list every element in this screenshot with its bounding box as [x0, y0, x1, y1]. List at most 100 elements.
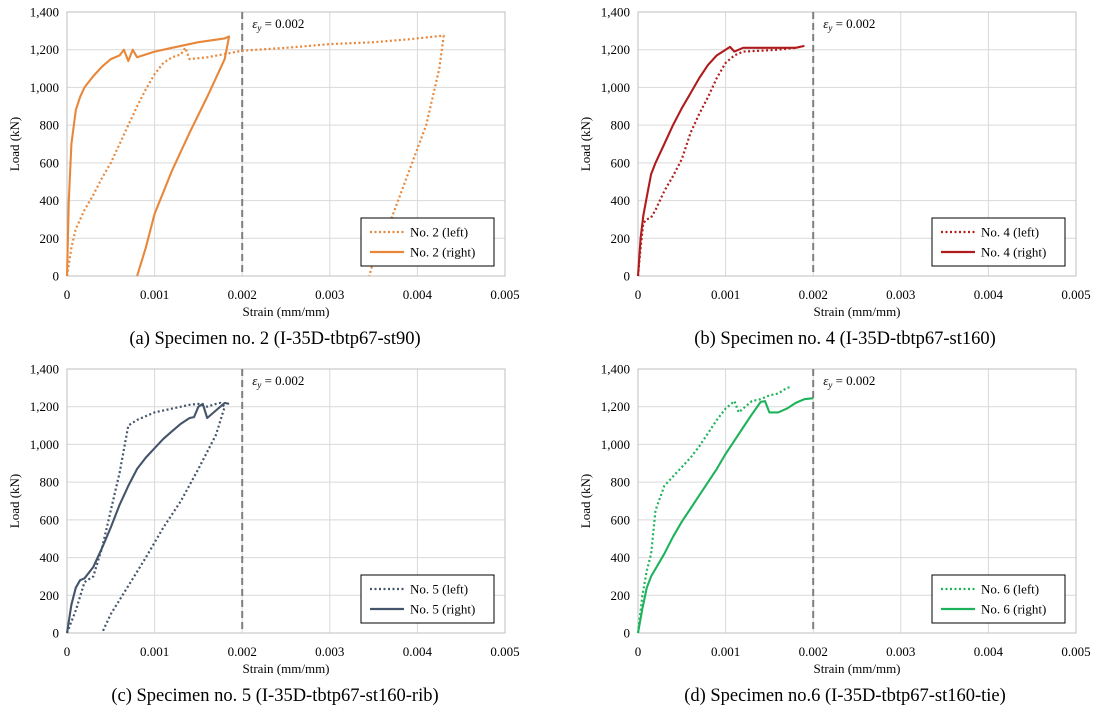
- y-tick-label: 1,200: [30, 399, 59, 414]
- legend-box: [931, 217, 1066, 267]
- x-tick-label: 0.002: [799, 644, 828, 659]
- y-tick-label: 1,000: [601, 437, 630, 452]
- yield-strain-value: = 0.002: [261, 373, 304, 388]
- legend-c: No. 5 (left) No. 5 (right): [360, 574, 495, 624]
- y-tick-label: 200: [40, 231, 60, 246]
- yield-strain-label: εy = 0.002: [823, 373, 875, 390]
- plot-area-d: [637, 368, 1077, 634]
- y-tick-label: 200: [611, 231, 631, 246]
- legend-label: No. 5 (right): [410, 602, 475, 617]
- legend-label: No. 6 (left): [981, 582, 1039, 597]
- y-tick-label: 400: [40, 193, 60, 208]
- x-tick-label: 0.003: [315, 644, 344, 659]
- legend-b: No. 4 (left) No. 4 (right): [931, 217, 1066, 267]
- legend-box: [360, 574, 495, 624]
- y-tick-label: 800: [40, 475, 60, 490]
- y-tick-label: 0: [624, 626, 631, 641]
- y-tick-label: 200: [611, 588, 631, 603]
- x-tick-label: 0.001: [711, 287, 740, 302]
- x-tick-label: 0.004: [974, 287, 1004, 302]
- x-tick-label: 0.002: [228, 644, 257, 659]
- series-line-b-right: [636, 44, 805, 277]
- yield-strain-value: = 0.002: [832, 373, 875, 388]
- legend-box: [931, 574, 1066, 624]
- series-line-a-left: [65, 34, 445, 277]
- yield-strain-subscript: y: [256, 380, 261, 390]
- y-tick-label: 800: [40, 118, 60, 133]
- series-line-c-right: [65, 401, 230, 634]
- x-axis-label-a: Strain (mm/mm): [242, 304, 329, 319]
- caption-c: (c) Specimen no. 5 (I-35D-tbtp67-st160-r…: [111, 686, 439, 706]
- y-tick-label: 600: [40, 155, 60, 170]
- legend-label: No. 2 (left): [410, 225, 468, 240]
- x-tick-label: 0.005: [490, 287, 519, 302]
- y-tick-label: 400: [611, 550, 631, 565]
- series-line-c-left: [65, 401, 226, 634]
- x-tick-label: 0.003: [886, 287, 915, 302]
- x-tick-label: 0.004: [403, 644, 433, 659]
- yield-strain-subscript: y: [256, 23, 261, 33]
- chart-panel-d: 0 0.001 0.002 0.003 0.004 0.005 0 200 400 600 800 1…: [571, 357, 1100, 714]
- x-tick-label: 0: [635, 644, 642, 659]
- y-tick-label: 600: [611, 155, 631, 170]
- legend-box: [360, 217, 495, 267]
- y-tick-label: 600: [611, 512, 631, 527]
- yield-strain-symbol: ε: [823, 16, 829, 31]
- legend-label: No. 4 (left): [981, 225, 1039, 240]
- y-tick-label: 1,000: [30, 80, 59, 95]
- chart-panel-b: 0 0.001 0.002 0.003 0.004 0.005 0 200 400 600 800 1…: [571, 0, 1100, 357]
- series-line-d-right: [636, 397, 814, 634]
- x-tick-label: 0.004: [403, 287, 433, 302]
- chart-b: 0 0.001 0.002 0.003 0.004 0.005 0 200 400 600 800 1…: [578, 5, 1091, 320]
- yield-strain-subscript: y: [827, 380, 832, 390]
- series-line-a-right: [65, 35, 231, 277]
- y-tick-label: 400: [611, 193, 631, 208]
- x-tick-label: 0.001: [140, 644, 169, 659]
- x-tick-label: 0.005: [1061, 644, 1090, 659]
- x-tick-label: 0.003: [315, 287, 344, 302]
- yield-strain-label: εy = 0.002: [252, 16, 304, 33]
- chart-panel-a: 0 0.001 0.002 0.003 0.004 0.005 0 200 400 600 800 1…: [0, 0, 550, 357]
- x-tick-label: 0: [635, 287, 642, 302]
- y-tick-label: 1,400: [30, 362, 59, 377]
- y-tick-label: 0: [624, 269, 631, 284]
- y-axis-label-c: Load (kN): [7, 474, 22, 529]
- y-tick-label: 1,000: [601, 80, 630, 95]
- y-tick-label: 1,400: [601, 5, 630, 20]
- x-tick-label: 0.002: [228, 287, 257, 302]
- y-axis-label-a: Load (kN): [7, 117, 22, 172]
- y-tick-label: 600: [40, 512, 60, 527]
- y-tick-label: 0: [53, 269, 60, 284]
- yield-strain-value: = 0.002: [261, 16, 304, 31]
- caption-b: (b) Specimen no. 4 (I-35D-tbtp67-st160): [694, 329, 996, 349]
- plot-area-b: [637, 11, 1077, 277]
- x-axis-label-b: Strain (mm/mm): [813, 304, 900, 319]
- yield-strain-symbol: ε: [823, 373, 829, 388]
- y-tick-label: 0: [53, 626, 60, 641]
- series-line-b-left: [636, 46, 796, 277]
- caption-a: (a) Specimen no. 2 (I-35D-tbtp67-st90): [129, 329, 421, 349]
- x-tick-label: 0.005: [490, 644, 519, 659]
- chart-panel-c: 0 0.001 0.002 0.003 0.004 0.005 0 200 400 600 800 1…: [0, 357, 550, 714]
- yield-strain-value: = 0.002: [832, 16, 875, 31]
- y-tick-label: 1,400: [601, 362, 630, 377]
- chart-c: 0 0.001 0.002 0.003 0.004 0.005 0 200 400 600 800 1…: [7, 362, 520, 677]
- y-tick-label: 200: [40, 588, 60, 603]
- legend-label: No. 2 (right): [410, 245, 475, 260]
- y-tick-label: 1,400: [30, 5, 59, 20]
- x-tick-label: 0.002: [799, 287, 828, 302]
- yield-strain-symbol: ε: [252, 16, 258, 31]
- x-tick-label: 0: [64, 644, 71, 659]
- yield-strain-symbol: ε: [252, 373, 258, 388]
- x-tick-label: 0.001: [711, 644, 740, 659]
- legend-label: No. 5 (left): [410, 582, 468, 597]
- legend-d: No. 6 (left) No. 6 (right): [931, 574, 1066, 624]
- x-tick-label: 0: [64, 287, 71, 302]
- plot-area-c: [66, 368, 506, 634]
- y-tick-label: 1,200: [30, 42, 59, 57]
- yield-strain-label: εy = 0.002: [823, 16, 875, 33]
- caption-d: (d) Specimen no.6 (I-35D-tbtp67-st160-ti…: [684, 686, 1006, 706]
- y-tick-label: 1,200: [601, 42, 630, 57]
- series-line-d-left: [636, 385, 792, 634]
- x-tick-label: 0.003: [886, 644, 915, 659]
